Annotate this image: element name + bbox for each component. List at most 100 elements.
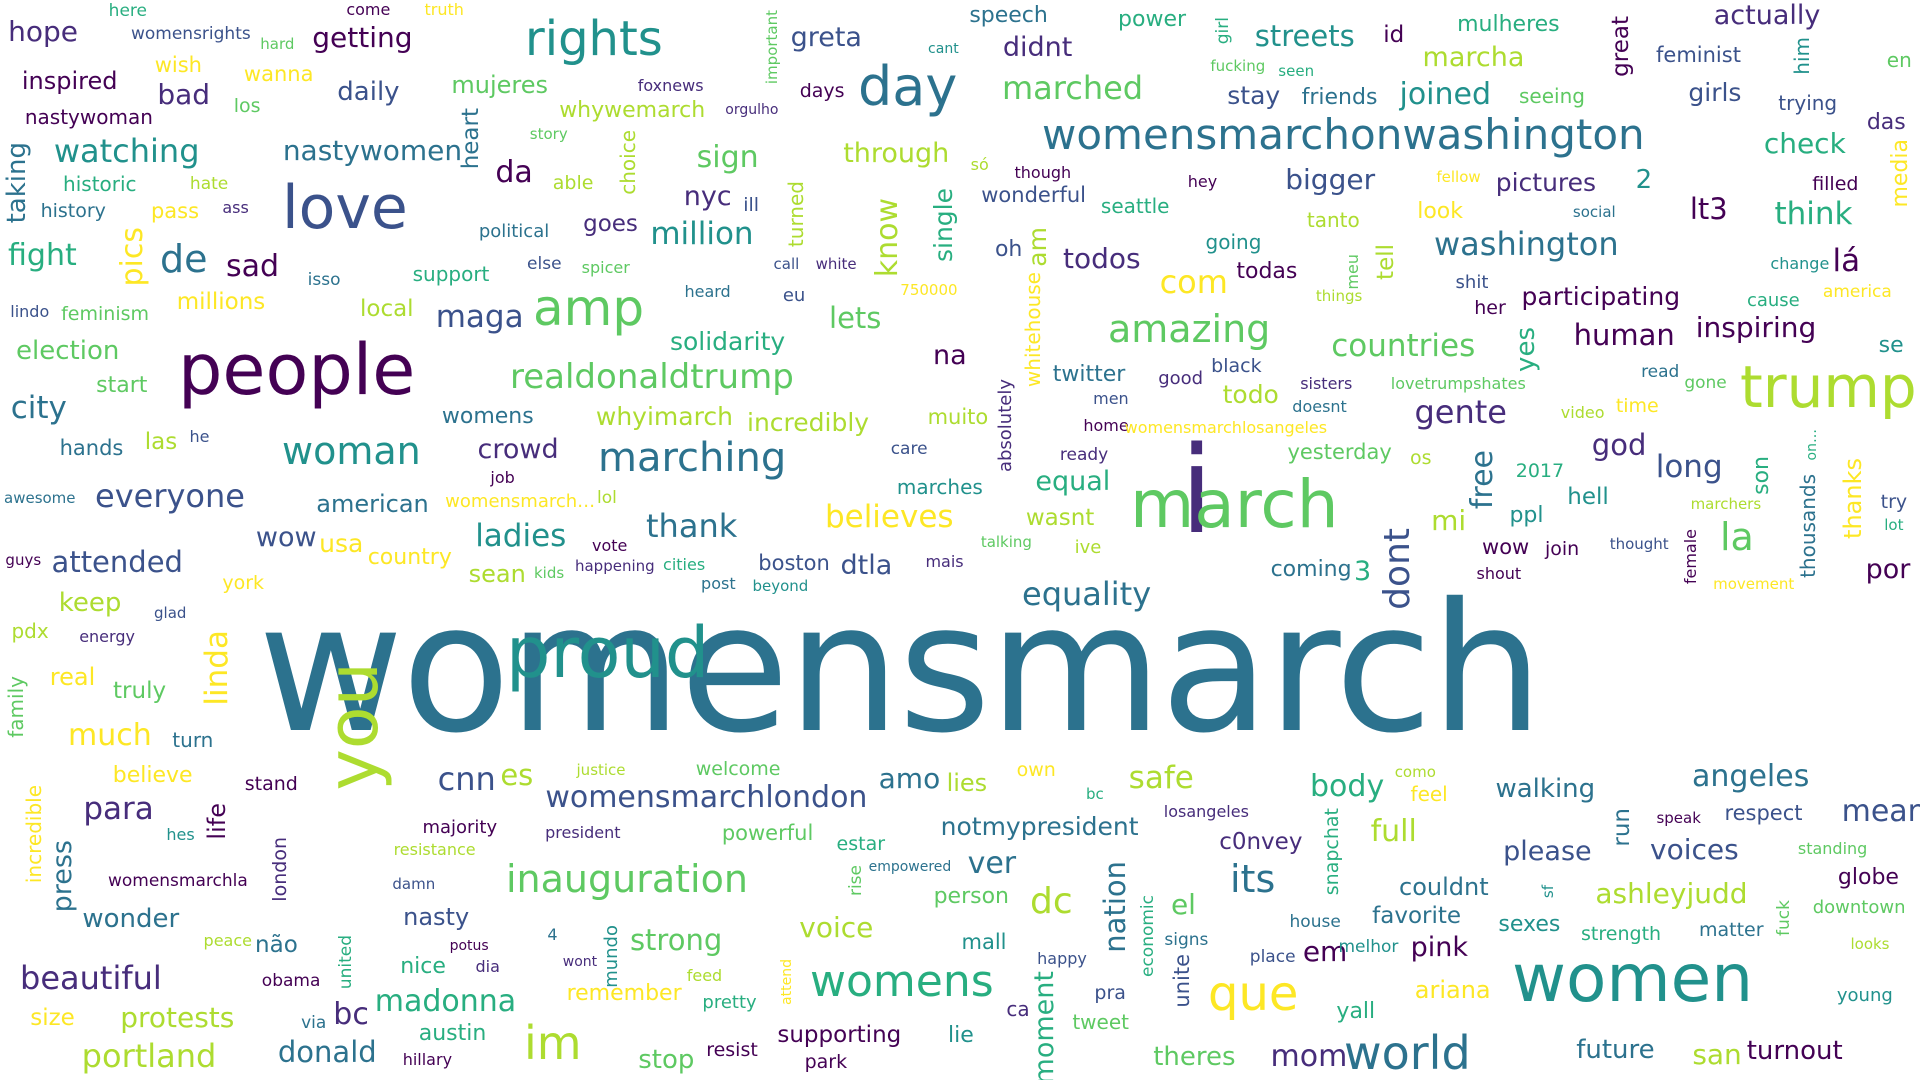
word-small: angeles bbox=[1692, 758, 1810, 794]
word-small: cause bbox=[1746, 289, 1800, 311]
word-small: welcome bbox=[695, 758, 781, 781]
word-small: kids bbox=[534, 563, 565, 582]
word-small: call bbox=[773, 254, 800, 273]
word-small: happening bbox=[574, 556, 655, 575]
word-small: united bbox=[335, 934, 356, 990]
word-small: joined bbox=[1399, 76, 1492, 112]
word-que: que bbox=[1208, 966, 1299, 1022]
word-small: here bbox=[108, 1, 147, 22]
word-small: start bbox=[96, 373, 148, 399]
word-small: hillary bbox=[402, 1049, 453, 1069]
word-small: london bbox=[268, 837, 291, 902]
word-small: incredibly bbox=[747, 407, 870, 437]
word-small: look bbox=[1417, 199, 1463, 225]
word-small: el bbox=[1170, 887, 1196, 921]
word-small: absolutely bbox=[995, 378, 1017, 472]
word-small: shout bbox=[1476, 564, 1522, 584]
word-small: change bbox=[1770, 253, 1830, 273]
word-small: ashleyjudd bbox=[1595, 877, 1748, 911]
word-small: ca bbox=[1006, 997, 1030, 1022]
word-de: de bbox=[160, 237, 208, 281]
word-small: daily bbox=[337, 76, 400, 107]
word-small: unite bbox=[1169, 953, 1194, 1008]
word-small: se bbox=[1878, 333, 1904, 359]
word-small: rise bbox=[845, 864, 866, 896]
word-small: na bbox=[933, 339, 967, 371]
word-small: linda bbox=[198, 630, 235, 706]
word-small: video bbox=[1560, 403, 1605, 423]
word-small: womensmarchlondon bbox=[545, 780, 868, 816]
word-small: safe bbox=[1128, 760, 1194, 797]
word-small: cant bbox=[928, 41, 959, 58]
word-small: sad bbox=[225, 248, 280, 284]
word-small: gente bbox=[1414, 392, 1507, 431]
word-dont: dont bbox=[1377, 528, 1418, 610]
word-small: ready bbox=[1059, 445, 1109, 466]
word-small: inspiring bbox=[1695, 311, 1817, 345]
word-small: men bbox=[1093, 389, 1129, 409]
word-small: nasty bbox=[403, 903, 470, 932]
word-im: im bbox=[524, 1016, 582, 1070]
word-small: boston bbox=[758, 551, 830, 576]
word-small: election bbox=[16, 336, 120, 367]
word-small: tweet bbox=[1072, 1010, 1129, 1035]
word-small: só bbox=[970, 154, 989, 174]
word-small: yesterday bbox=[1287, 439, 1392, 464]
word-small: ladies bbox=[475, 517, 567, 554]
word-small: globe bbox=[1837, 864, 1899, 890]
word-small: seattle bbox=[1100, 193, 1170, 218]
word-small: history bbox=[40, 199, 106, 222]
word-small: body bbox=[1310, 768, 1385, 804]
word-small: 750000 bbox=[900, 280, 958, 299]
word-small: president bbox=[545, 822, 621, 842]
word-small: millions bbox=[176, 289, 266, 316]
word-small: turn bbox=[172, 727, 214, 752]
word-small: standing bbox=[1797, 838, 1868, 858]
word-small: job bbox=[490, 467, 515, 487]
word-small: para bbox=[83, 790, 154, 827]
word-small: hell bbox=[1567, 484, 1609, 511]
word-small: twitter bbox=[1052, 362, 1126, 388]
word-small: pink bbox=[1410, 931, 1469, 963]
word-small: womens bbox=[441, 404, 534, 430]
word-small: lies bbox=[946, 769, 988, 798]
word-small: yall bbox=[1336, 999, 1376, 1025]
word-small: bigger bbox=[1285, 163, 1376, 197]
word-amazing: amazing bbox=[1108, 307, 1271, 351]
word-small: thanks bbox=[1839, 458, 1868, 540]
word-small: todos bbox=[1063, 241, 1141, 275]
word-small: es bbox=[500, 757, 534, 792]
word-small: participating bbox=[1521, 281, 1681, 311]
word-small: country bbox=[367, 545, 452, 570]
word-beautiful: beautiful bbox=[20, 959, 162, 997]
word-small: marchers bbox=[1690, 495, 1762, 514]
word-small: womensrights bbox=[130, 24, 251, 45]
word-small: streets bbox=[1254, 18, 1355, 53]
word-small: read bbox=[1641, 361, 1680, 382]
word-small: attend bbox=[778, 958, 795, 1005]
word-small: sign bbox=[696, 140, 759, 176]
word-small: resistance bbox=[393, 839, 476, 859]
word-small: white bbox=[815, 255, 857, 274]
word-small: voices bbox=[1650, 832, 1739, 866]
word-washington: washington bbox=[1434, 225, 1619, 263]
word-small: getting bbox=[312, 21, 413, 55]
word-small: energy bbox=[79, 626, 135, 646]
word-small: lets bbox=[829, 301, 882, 336]
word-small: com bbox=[1159, 263, 1228, 302]
word-small: single bbox=[929, 187, 959, 262]
word-small: maga bbox=[435, 298, 524, 335]
word-small: god bbox=[1591, 428, 1647, 463]
word-inauguration: inauguration bbox=[506, 857, 748, 901]
word-small: como bbox=[1394, 763, 1436, 782]
word-small: wont bbox=[562, 953, 598, 970]
word-small: countries bbox=[1331, 327, 1476, 364]
word-love: love bbox=[282, 173, 408, 243]
word-small: 4 bbox=[547, 925, 558, 945]
word-small: feminist bbox=[1656, 42, 1741, 67]
word-small: try bbox=[1880, 490, 1908, 513]
word-small: crowd bbox=[477, 433, 559, 465]
word-small: important bbox=[763, 9, 782, 84]
word-small: las bbox=[144, 429, 178, 456]
word-small: human bbox=[1573, 318, 1675, 353]
